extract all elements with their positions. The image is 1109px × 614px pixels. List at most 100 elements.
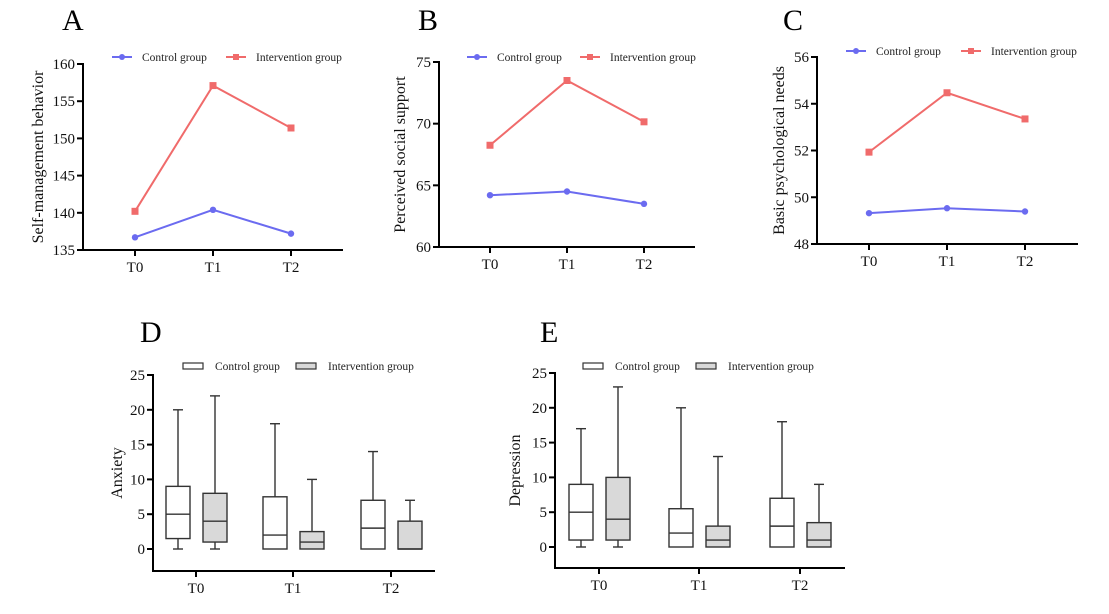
y-tick-label: 60 (416, 240, 431, 256)
data-point (865, 148, 873, 156)
iqr-box (668, 508, 694, 548)
box-plot (360, 450, 386, 550)
x-tick-label: T1 (285, 581, 302, 597)
legend-item-control: Control group (467, 52, 562, 64)
iqr-box (202, 492, 228, 543)
y-tick-label: 50 (794, 190, 809, 206)
y-tick-label: 20 (532, 401, 547, 417)
panel-letter: D (140, 316, 162, 349)
legend-label: Intervention group (256, 52, 342, 64)
data-point (287, 230, 295, 237)
data-point (640, 200, 648, 208)
legend-item-intervention: Intervention group (695, 361, 814, 373)
x-tick-label: T2 (383, 581, 400, 597)
x-tick-label: T2 (792, 578, 809, 594)
legend-label: Intervention group (328, 361, 414, 373)
y-tick-label: 20 (130, 403, 145, 419)
legend-label: Control group (142, 52, 207, 64)
iqr-box (705, 525, 731, 548)
legend: Control group Intervention group (112, 52, 342, 64)
legend-item-intervention: Intervention group (580, 52, 696, 64)
x-tick-label: T2 (1017, 254, 1034, 270)
iqr-box (360, 499, 386, 550)
y-tick-label: 15 (532, 436, 547, 452)
data-point (563, 77, 571, 84)
series-control (568, 407, 795, 548)
series-control (165, 409, 386, 550)
panel-a: A 135 140 145 150 155 160 T0 T1 T2 Self-management… (30, 4, 343, 276)
x-tick-label: T1 (559, 257, 576, 273)
y-tick-label: 10 (532, 470, 547, 486)
box-plot (165, 409, 191, 550)
square-marker-icon (968, 48, 974, 54)
data-point (209, 82, 217, 90)
series-intervention (486, 77, 648, 149)
y-tick-label: 145 (53, 169, 76, 185)
legend-label: Intervention group (610, 52, 696, 64)
data-point (943, 89, 951, 97)
data-point (865, 209, 873, 217)
x-tick-label: T0 (127, 260, 144, 276)
y-tick-label: 70 (416, 117, 431, 133)
legend-label: Control group (876, 46, 941, 58)
box-plot (202, 395, 228, 550)
y-tick-label: 150 (53, 131, 76, 147)
legend: Control group Intervention group (582, 361, 814, 373)
series-intervention (202, 395, 423, 550)
legend-label: Control group (497, 52, 562, 64)
panel-letter: A (62, 4, 84, 37)
box-plot (397, 499, 423, 550)
circle-marker-icon (119, 54, 125, 60)
iqr-box (262, 496, 288, 550)
box-swatch-icon (695, 362, 717, 370)
legend-item-control: Control group (112, 52, 207, 64)
legend-item-control: Control group (582, 361, 680, 373)
data-point (943, 205, 951, 212)
x-tick-label: T2 (283, 260, 300, 276)
y-tick-label: 54 (794, 97, 810, 113)
panel-letter: B (418, 4, 438, 37)
legend: Control group Intervention group (182, 361, 414, 373)
y-tick-label: 140 (53, 206, 76, 222)
box-plot (299, 478, 325, 550)
y-tick-label: 160 (53, 57, 76, 73)
panel-b: B 60 65 70 75 T0 T1 T2 Perceived social support C… (392, 4, 696, 273)
data-point (287, 124, 295, 132)
series-control (865, 205, 1029, 217)
panel-letter: E (540, 316, 558, 349)
series-intervention (865, 89, 1029, 156)
y-tick-label: 135 (53, 243, 76, 259)
series-control (486, 188, 648, 208)
box-plot (668, 407, 694, 548)
series-line (868, 91, 1026, 153)
y-axis-title: Perceived social support (392, 76, 409, 233)
box-plot (806, 483, 832, 548)
data-point (131, 234, 139, 241)
legend: Control group Intervention group (467, 52, 696, 64)
y-tick-label: 25 (532, 366, 547, 382)
legend-item-control: Control group (846, 46, 941, 58)
legend-label: Intervention group (728, 361, 814, 373)
y-tick-label: 52 (794, 144, 809, 160)
legend-item-intervention: Intervention group (961, 46, 1077, 58)
x-tick-label: T0 (861, 254, 878, 270)
y-tick-label: 0 (138, 542, 146, 558)
x-tick-label: T2 (636, 257, 653, 273)
data-point (209, 206, 217, 214)
legend-label: Intervention group (991, 46, 1077, 58)
data-point (486, 141, 494, 149)
x-tick-label: T0 (482, 257, 499, 273)
panel-c: C 48 50 52 54 56 T0 T1 T2 Basic psychological nee… (771, 4, 1078, 270)
legend-item-intervention: Intervention group (295, 361, 414, 373)
x-tick-label: T1 (691, 578, 708, 594)
panel-e: E 0 5 10 15 20 25 T0 T1 T2 Depression Control group… (507, 316, 845, 594)
box-plot (262, 423, 288, 550)
iqr-box (769, 497, 795, 548)
box-plot (605, 386, 631, 548)
iqr-box (605, 476, 631, 541)
y-tick-label: 75 (416, 55, 431, 71)
legend-item-control: Control group (182, 361, 280, 373)
y-tick-label: 48 (794, 237, 809, 253)
series-line (489, 79, 645, 147)
y-tick-label: 155 (53, 94, 76, 110)
